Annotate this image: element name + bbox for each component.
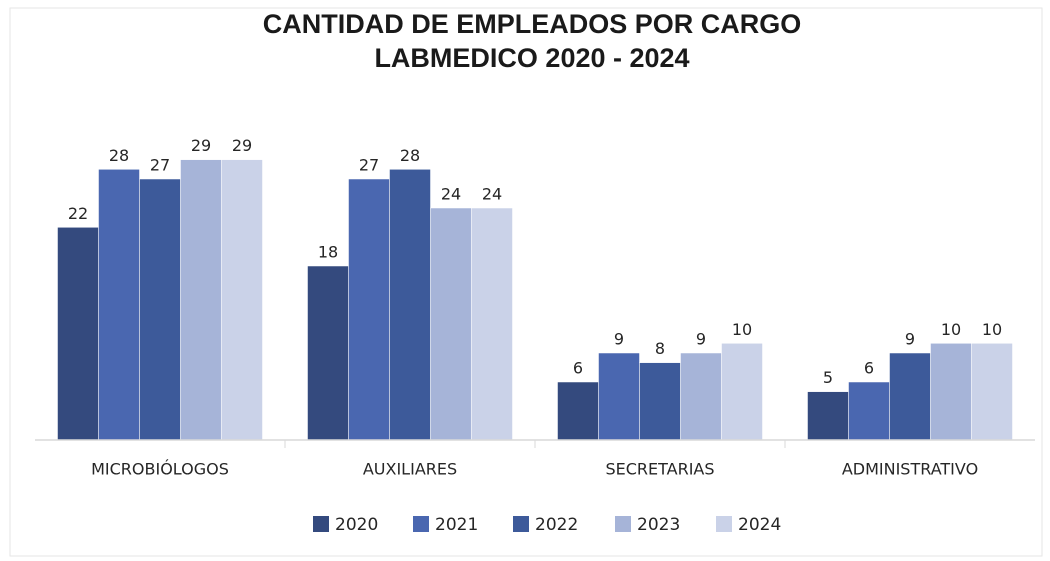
legend-label: 2022 <box>535 515 578 535</box>
bar <box>139 178 181 441</box>
x-tick-label: MICROBIÓLOGOS <box>91 460 229 479</box>
data-label: 9 <box>696 330 706 349</box>
data-label: 10 <box>732 320 752 339</box>
bar <box>307 265 349 441</box>
data-label: 28 <box>109 146 129 165</box>
data-label: 6 <box>573 359 583 378</box>
bar <box>98 169 140 441</box>
bar <box>721 343 763 441</box>
bar <box>180 159 222 441</box>
bar <box>389 169 431 441</box>
bar <box>930 343 972 441</box>
bar <box>598 352 640 441</box>
data-label: 8 <box>655 339 665 358</box>
legend-swatch <box>513 516 529 532</box>
data-label: 29 <box>191 136 211 155</box>
bar <box>680 352 722 441</box>
data-label: 5 <box>823 368 833 387</box>
data-label: 27 <box>359 156 379 175</box>
data-label: 22 <box>68 204 88 223</box>
x-tick-label: ADMINISTRATIVO <box>842 460 978 479</box>
data-label: 27 <box>150 156 170 175</box>
data-label: 28 <box>400 146 420 165</box>
bar <box>971 343 1013 441</box>
bar <box>639 362 681 441</box>
x-tick-label: SECRETARIAS <box>605 460 714 479</box>
data-label: 24 <box>441 185 461 204</box>
legend-label: 2021 <box>435 515 478 535</box>
data-label: 29 <box>232 136 252 155</box>
legend-label: 2020 <box>335 515 378 535</box>
bar <box>889 352 931 441</box>
bar <box>430 207 472 441</box>
legend-swatch <box>615 516 631 532</box>
chart-frame <box>9 7 1043 557</box>
legend-label: 2024 <box>738 515 781 535</box>
bar <box>807 391 849 441</box>
bar <box>221 159 263 441</box>
data-label: 9 <box>905 330 915 349</box>
data-label: 24 <box>482 185 502 204</box>
data-label: 6 <box>864 359 874 378</box>
bar <box>57 227 99 441</box>
chart-title: CANTIDAD DE EMPLEADOS POR CARGO <box>263 9 802 39</box>
bar <box>471 207 513 441</box>
chart-title: LABMEDICO 2020 - 2024 <box>374 43 689 73</box>
data-label: 18 <box>318 243 338 262</box>
bar <box>557 381 599 441</box>
data-label: 10 <box>941 320 961 339</box>
legend-label: 2023 <box>637 515 680 535</box>
data-label: 10 <box>982 320 1002 339</box>
data-label: 9 <box>614 330 624 349</box>
bar <box>348 178 390 441</box>
bar <box>848 381 890 441</box>
legend-swatch <box>313 516 329 532</box>
legend-swatch <box>716 516 732 532</box>
legend-swatch <box>413 516 429 532</box>
x-tick-label: AUXILIARES <box>363 460 457 479</box>
